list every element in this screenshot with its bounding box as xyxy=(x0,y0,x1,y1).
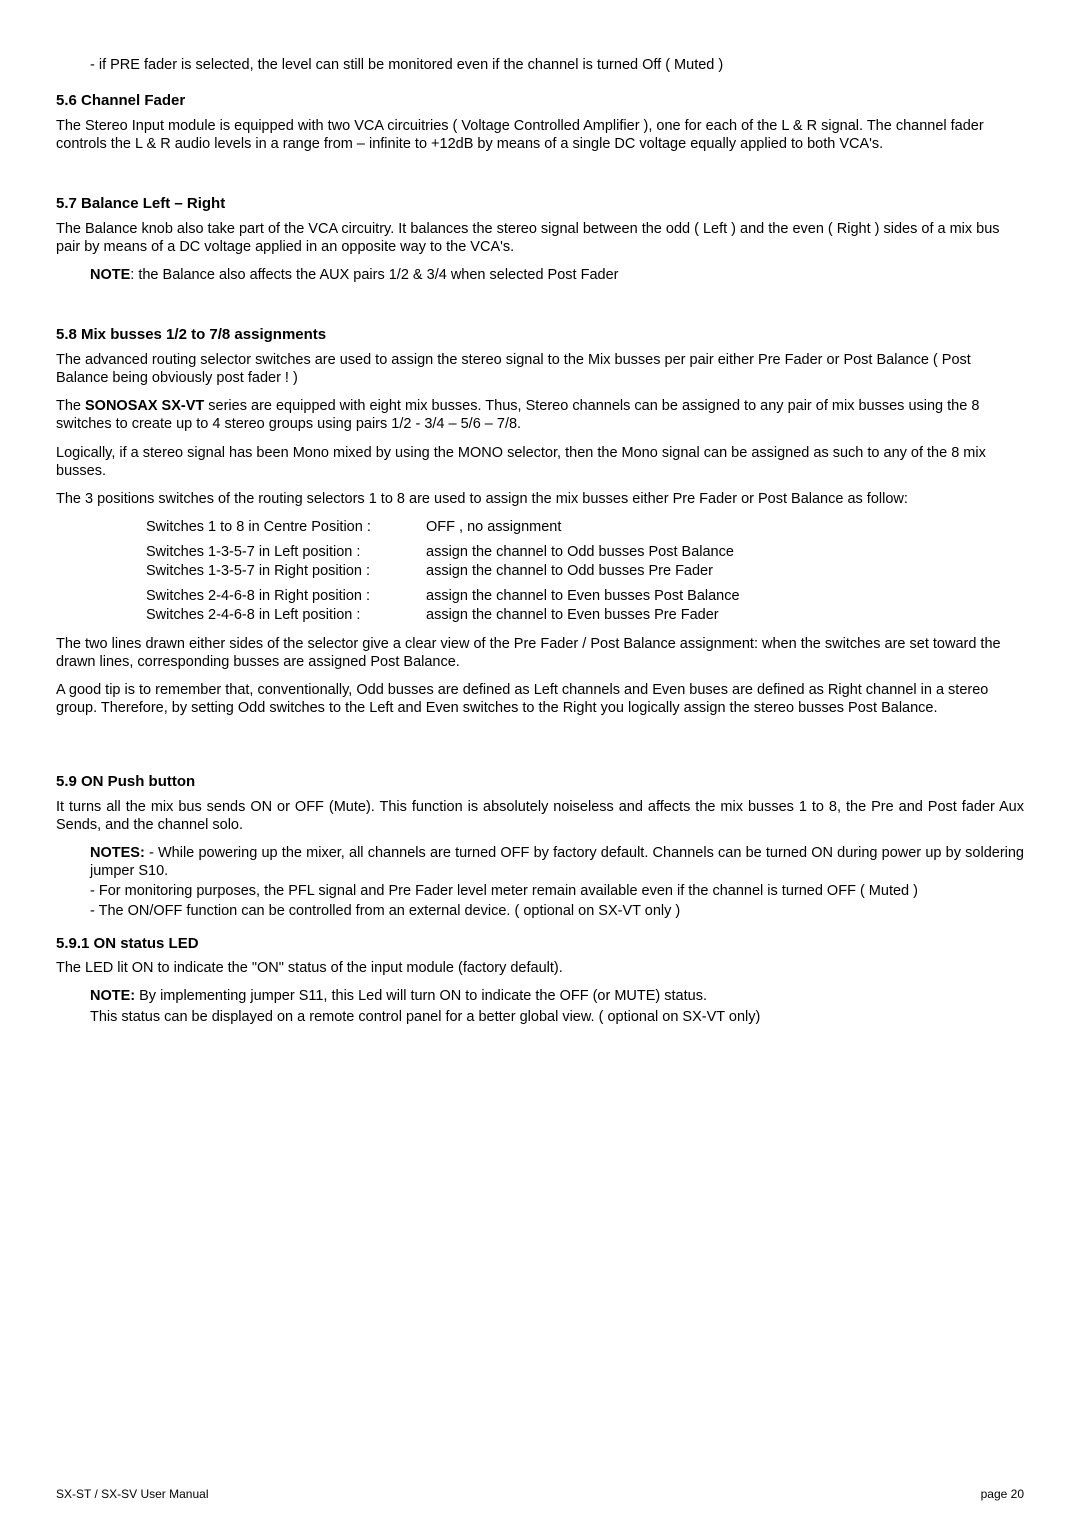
notes-5-9-2: - For monitoring purposes, the PFL signa… xyxy=(90,882,1024,900)
note-label: NOTE xyxy=(90,267,130,283)
heading-5-9: 5.9 ON Push button xyxy=(56,773,1024,792)
switch-col2: OFF , no assignment xyxy=(426,518,1024,536)
notes-label: NOTES: xyxy=(90,845,145,861)
p-5-9-1-1: The LED lit ON to indicate the "ON" stat… xyxy=(56,959,1024,977)
note-text-1: By implementing jumper S11, this Led wil… xyxy=(135,988,707,1004)
table-row: Switches 2-4-6-8 in Right position : ass… xyxy=(146,587,1024,605)
p-5-9-1: It turns all the mix bus sends ON or OFF… xyxy=(56,798,1024,834)
notes-5-9: NOTES: - While powering up the mixer, al… xyxy=(90,844,1024,921)
p-5-8-5: The two lines drawn either sides of the … xyxy=(56,635,1024,671)
brand-name: SONOSAX SX-VT xyxy=(85,398,204,414)
note-5-7: NOTE: the Balance also affects the AUX p… xyxy=(90,266,1024,284)
note-text: : the Balance also affects the AUX pairs… xyxy=(130,267,618,283)
table-row: Switches 2-4-6-8 in Left position : assi… xyxy=(146,606,1024,624)
switch-col1: Switches 2-4-6-8 in Left position : xyxy=(146,606,426,624)
p-5-6-1: The Stereo Input module is equipped with… xyxy=(56,117,1024,153)
notes-text-1: - While powering up the mixer, all chann… xyxy=(90,845,1024,879)
switch-col2: assign the channel to Odd busses Pre Fad… xyxy=(426,562,1024,580)
switch-col1: Switches 1-3-5-7 in Left position : xyxy=(146,543,426,561)
note-label: NOTE: xyxy=(90,988,135,1004)
switch-col2: assign the channel to Even busses Post B… xyxy=(426,587,1024,605)
footer-right: page 20 xyxy=(981,1487,1024,1502)
p-5-8-4: The 3 positions switches of the routing … xyxy=(56,490,1024,508)
p-5-7-1: The Balance knob also take part of the V… xyxy=(56,220,1024,256)
pre-fader-note: - if PRE fader is selected, the level ca… xyxy=(90,56,1024,74)
p-5-8-2: The SONOSAX SX-VT series are equipped wi… xyxy=(56,397,1024,433)
table-row: Switches 1 to 8 in Centre Position : OFF… xyxy=(146,518,1024,536)
heading-5-7: 5.7 Balance Left – Right xyxy=(56,195,1024,214)
notes-5-9-1: NOTES: - While powering up the mixer, al… xyxy=(90,844,1024,880)
switch-col2: assign the channel to Even busses Pre Fa… xyxy=(426,606,1024,624)
p-5-8-1: The advanced routing selector switches a… xyxy=(56,351,1024,387)
table-row: Switches 1-3-5-7 in Right position : ass… xyxy=(146,562,1024,580)
page-footer: SX-ST / SX-SV User Manual page 20 xyxy=(56,1487,1024,1502)
heading-5-6: 5.6 Channel Fader xyxy=(56,92,1024,111)
switch-col1: Switches 1 to 8 in Centre Position : xyxy=(146,518,426,536)
heading-5-8: 5.8 Mix busses 1/2 to 7/8 assignments xyxy=(56,326,1024,345)
p-5-8-6: A good tip is to remember that, conventi… xyxy=(56,681,1024,717)
p-5-8-3: Logically, if a stereo signal has been M… xyxy=(56,444,1024,480)
p-5-8-2a: The xyxy=(56,398,85,414)
note-5-9-1-line2: This status can be displayed on a remote… xyxy=(90,1008,1024,1026)
note-5-9-1: NOTE: By implementing jumper S11, this L… xyxy=(90,987,1024,1025)
switch-col1: Switches 2-4-6-8 in Right position : xyxy=(146,587,426,605)
switch-table: Switches 1 to 8 in Centre Position : OFF… xyxy=(146,518,1024,625)
heading-5-9-1: 5.9.1 ON status LED xyxy=(56,935,1024,954)
switch-col1: Switches 1-3-5-7 in Right position : xyxy=(146,562,426,580)
note-5-9-1-line1: NOTE: By implementing jumper S11, this L… xyxy=(90,987,1024,1005)
table-row: Switches 1-3-5-7 in Left position : assi… xyxy=(146,543,1024,561)
footer-left: SX-ST / SX-SV User Manual xyxy=(56,1487,209,1502)
switch-col2: assign the channel to Odd busses Post Ba… xyxy=(426,543,1024,561)
notes-5-9-3: - The ON/OFF function can be controlled … xyxy=(90,902,1024,920)
